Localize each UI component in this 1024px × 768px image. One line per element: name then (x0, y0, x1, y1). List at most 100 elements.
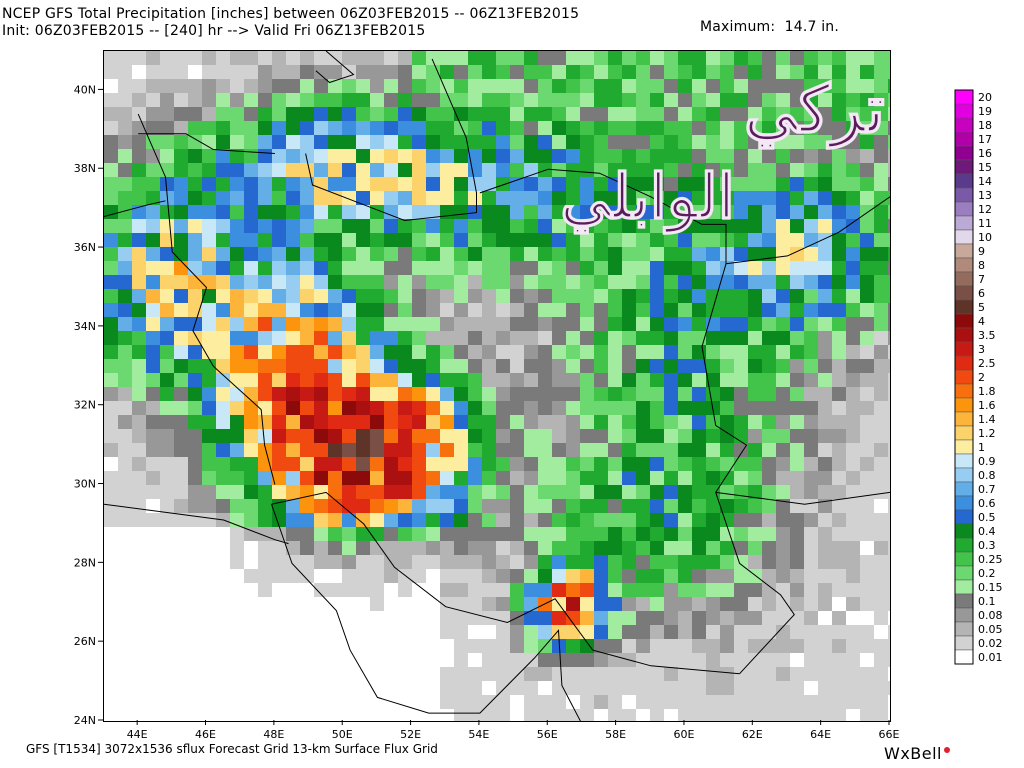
precip-cell (748, 541, 763, 556)
precip-cell (440, 681, 455, 696)
precip-cell (636, 471, 651, 486)
precip-cell (370, 569, 385, 584)
precip-cell (846, 345, 861, 360)
precip-cell (846, 527, 861, 542)
precip-cell (258, 569, 273, 584)
precip-cell (636, 513, 651, 528)
precip-cell (860, 555, 875, 570)
precip-cell (510, 289, 525, 304)
y-tick-label: 28N (74, 556, 96, 569)
precip-cell (328, 695, 343, 710)
precip-cell (832, 275, 847, 290)
precip-cell (202, 135, 217, 150)
precip-cell (104, 443, 119, 458)
precip-cell (678, 401, 693, 416)
precip-cell (314, 121, 329, 136)
precip-cell (412, 121, 427, 136)
precip-cell (608, 247, 623, 262)
precip-cell (216, 653, 231, 668)
precip-cell (874, 317, 889, 332)
precip-cell (468, 289, 483, 304)
precip-cell (342, 275, 357, 290)
precip-cell (356, 107, 371, 122)
precip-cell (692, 695, 707, 710)
precip-cell (482, 457, 497, 472)
precip-cell (552, 121, 567, 136)
precip-cell (776, 233, 791, 248)
precip-cell (818, 359, 833, 374)
precip-cell (846, 583, 861, 598)
precip-cell (678, 373, 693, 388)
precip-cell (678, 107, 693, 122)
precip-cell (342, 555, 357, 570)
precip-cell (286, 457, 301, 472)
precip-cell (566, 625, 581, 640)
precip-cell (622, 317, 637, 332)
precip-cell (860, 233, 875, 248)
precip-cell (580, 121, 595, 136)
precip-cell (118, 443, 133, 458)
precip-cell (286, 233, 301, 248)
precip-cell (664, 457, 679, 472)
precip-cell (748, 79, 763, 94)
precip-cell (874, 345, 889, 360)
precip-cell (748, 121, 763, 136)
precip-cell (650, 205, 665, 220)
precip-cell (748, 653, 763, 668)
precip-cell (552, 135, 567, 150)
precip-cell (468, 513, 483, 528)
precip-cell (594, 457, 609, 472)
legend-swatch (954, 89, 974, 105)
precip-cell (314, 275, 329, 290)
precip-cell (258, 667, 273, 682)
precip-cell (650, 261, 665, 276)
legend-frame (954, 89, 974, 665)
precip-cell (482, 569, 497, 584)
precip-cell (832, 191, 847, 206)
precip-cell (230, 93, 245, 108)
precipitation-map (103, 50, 891, 722)
legend-label: 0.15 (978, 581, 1003, 594)
precip-cell (608, 401, 623, 416)
precip-cell (706, 457, 721, 472)
precip-cell (846, 387, 861, 402)
precip-cell (818, 709, 833, 721)
precip-cell (104, 513, 119, 528)
precip-cell (566, 261, 581, 276)
precip-cell (594, 373, 609, 388)
precip-cell (314, 681, 329, 696)
precip-cell (412, 485, 427, 500)
precip-cell (342, 681, 357, 696)
boundary-line (271, 504, 581, 721)
precip-cell (818, 681, 833, 696)
precip-cell (174, 51, 189, 66)
precip-cell (426, 135, 441, 150)
precip-cell (482, 261, 497, 276)
precip-cell (846, 135, 861, 150)
precip-cell (594, 65, 609, 80)
precip-cell (874, 415, 889, 430)
precip-cell (174, 611, 189, 626)
precip-cell (342, 611, 357, 626)
legend-swatch (954, 509, 974, 525)
precip-cell (412, 233, 427, 248)
precip-cell (454, 359, 469, 374)
precip-cell (230, 625, 245, 640)
precip-cell (748, 317, 763, 332)
precip-cell (664, 471, 679, 486)
precip-cell (566, 569, 581, 584)
precip-cell (398, 93, 413, 108)
precip-cell (314, 191, 329, 206)
precip-cell (454, 331, 469, 346)
precip-cell (650, 149, 665, 164)
precip-cell (664, 331, 679, 346)
legend-swatch (954, 271, 974, 287)
precip-cell (412, 135, 427, 150)
precip-cell (524, 625, 539, 640)
precip-cell (748, 205, 763, 220)
precip-cell (104, 247, 119, 262)
precip-cell (468, 639, 483, 654)
precip-cell (748, 597, 763, 612)
precip-cell (664, 499, 679, 514)
precip-cell (356, 359, 371, 374)
